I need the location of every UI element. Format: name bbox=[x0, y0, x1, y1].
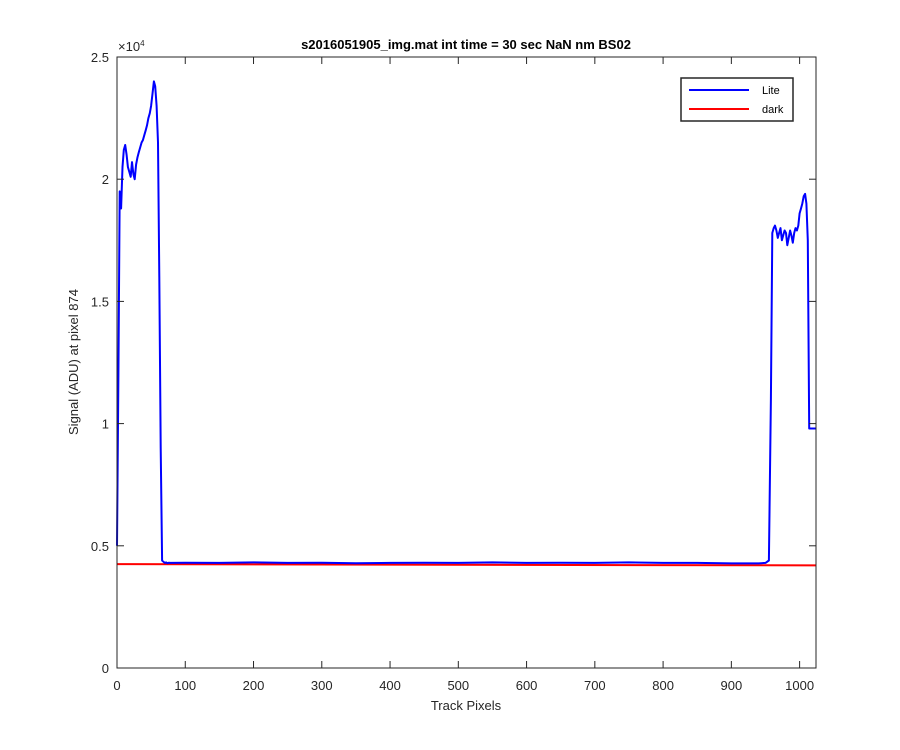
series-line-dark bbox=[116, 563, 817, 567]
y-tick-label-0: 0 bbox=[102, 661, 109, 676]
series-line-lite bbox=[116, 80, 816, 565]
legend-label-lite: Lite bbox=[762, 85, 780, 97]
x-tick-label-700: 700 bbox=[584, 678, 606, 693]
y-axis-label: Signal (ADU) at pixel 874 bbox=[66, 289, 81, 435]
chart-title: s2016051905_img.mat int time = 30 sec Na… bbox=[301, 37, 631, 52]
y-tick-label-20000: 2 bbox=[102, 172, 109, 187]
y-tick-label-5000: 0.5 bbox=[91, 539, 109, 554]
legend-box bbox=[680, 77, 794, 122]
legend-label-dark: dark bbox=[762, 104, 784, 116]
y-tick-label-15000: 1.5 bbox=[91, 294, 109, 309]
x-tick-label-0: 0 bbox=[113, 678, 120, 693]
x-tick-label-300: 300 bbox=[311, 678, 333, 693]
x-tick-label-100: 100 bbox=[174, 678, 196, 693]
x-tick-label-900: 900 bbox=[721, 678, 743, 693]
x-tick-label-500: 500 bbox=[447, 678, 469, 693]
x-tick-label-1000: 1000 bbox=[785, 678, 814, 693]
tick-layer: 0 100 200 300 400 500 600 700 800 900 1000 0 0.5 1 1.5… bbox=[91, 50, 816, 693]
x-tick-label-400: 400 bbox=[379, 678, 401, 693]
x-tick-label-800: 800 bbox=[652, 678, 674, 693]
y-tick-label-10000: 1 bbox=[102, 417, 109, 432]
axes-box bbox=[116, 56, 817, 669]
legend: Lite dark bbox=[680, 77, 794, 122]
y-axis-exponent-base: ×10 bbox=[118, 39, 140, 54]
y-axis-exponent: ×104 bbox=[118, 39, 145, 54]
x-tick-label-200: 200 bbox=[243, 678, 265, 693]
series-layer bbox=[116, 80, 817, 567]
plot-area bbox=[117, 57, 816, 668]
x-tick-label-600: 600 bbox=[516, 678, 538, 693]
y-axis-exponent-power: 4 bbox=[140, 39, 145, 48]
y-tick-label-25000: 2.5 bbox=[91, 50, 109, 65]
x-axis-label: Track Pixels bbox=[431, 698, 502, 713]
